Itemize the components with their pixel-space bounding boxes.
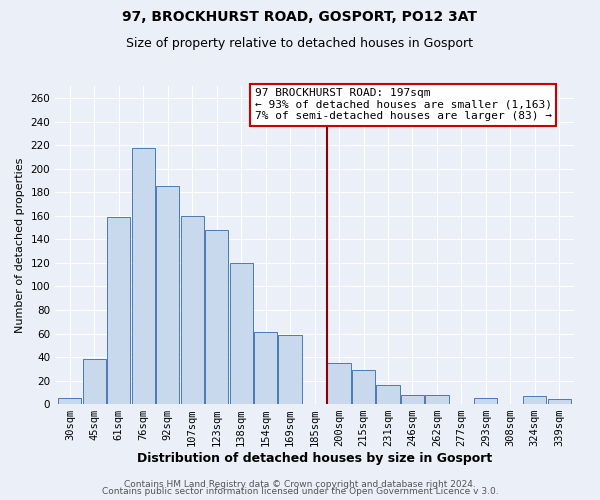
Bar xyxy=(107,217,130,404)
Bar xyxy=(254,332,277,404)
Text: Size of property relative to detached houses in Gosport: Size of property relative to detached ho… xyxy=(127,38,473,51)
Bar xyxy=(548,400,571,404)
Bar xyxy=(474,398,497,404)
Text: Contains public sector information licensed under the Open Government Licence v : Contains public sector information licen… xyxy=(101,487,499,496)
Bar xyxy=(83,360,106,404)
Text: 97, BROCKHURST ROAD, GOSPORT, PO12 3AT: 97, BROCKHURST ROAD, GOSPORT, PO12 3AT xyxy=(122,10,478,24)
Bar xyxy=(352,370,375,404)
Bar xyxy=(205,230,229,404)
Bar xyxy=(401,394,424,404)
Bar xyxy=(328,363,350,404)
X-axis label: Distribution of detached houses by size in Gosport: Distribution of detached houses by size … xyxy=(137,452,492,465)
Bar xyxy=(376,386,400,404)
Text: 97 BROCKHURST ROAD: 197sqm
← 93% of detached houses are smaller (1,163)
7% of se: 97 BROCKHURST ROAD: 197sqm ← 93% of deta… xyxy=(255,88,552,122)
Bar xyxy=(278,334,302,404)
Bar xyxy=(131,148,155,404)
Bar xyxy=(181,216,204,404)
Bar xyxy=(425,394,449,404)
Bar xyxy=(156,186,179,404)
Bar xyxy=(58,398,82,404)
Bar xyxy=(230,263,253,404)
Text: Contains HM Land Registry data © Crown copyright and database right 2024.: Contains HM Land Registry data © Crown c… xyxy=(124,480,476,489)
Bar xyxy=(523,396,547,404)
Y-axis label: Number of detached properties: Number of detached properties xyxy=(15,158,25,333)
